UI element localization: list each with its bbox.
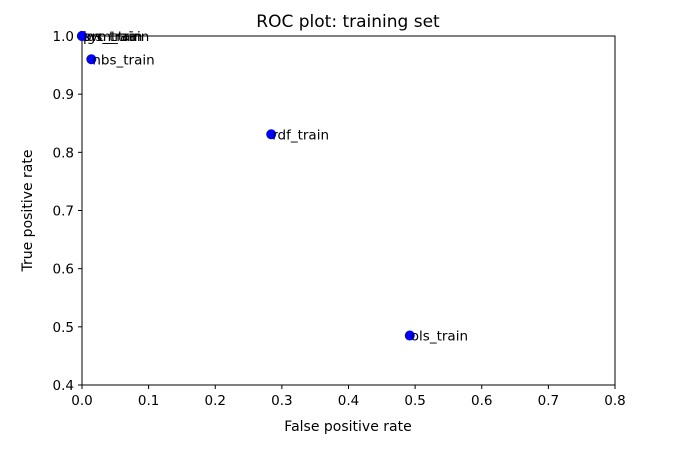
point-label-nbs_train: nbs_train bbox=[92, 52, 154, 68]
point-label-ols_train: ols_train bbox=[411, 329, 468, 345]
y-tick-label: 0.9 bbox=[53, 87, 74, 103]
data-point-ols_train bbox=[404, 330, 415, 341]
y-tick-label: 0.6 bbox=[53, 262, 74, 278]
y-axis-ticks: 0.4 0.5 0.6 0.7 0.8 0.9 1.0 bbox=[53, 29, 82, 394]
x-tick-label: 0.7 bbox=[538, 393, 559, 409]
x-axis-ticks: 0.0 0.1 0.2 0.3 0.4 0.5 0.6 0.7 0.8 bbox=[71, 385, 626, 409]
y-tick-label: 0.4 bbox=[53, 378, 74, 394]
x-tick-label: 0.8 bbox=[604, 393, 625, 409]
x-tick-label: 0.2 bbox=[205, 393, 226, 409]
plot-area bbox=[81, 35, 616, 386]
x-axis-label: False positive rate bbox=[284, 419, 411, 435]
y-tick-label: 0.7 bbox=[53, 204, 74, 220]
y-axis-label: True positive rate bbox=[20, 150, 36, 273]
point-label-rdf_train: rdf_train bbox=[272, 127, 329, 143]
x-tick-label: 0.1 bbox=[138, 393, 159, 409]
x-tick-label: 0.4 bbox=[338, 393, 359, 409]
point-label-svm_train: svm_train bbox=[83, 29, 149, 45]
point-label-prc_train: prc_train bbox=[83, 29, 142, 45]
x-tick-label: 0.5 bbox=[404, 393, 425, 409]
point-label-lgs_train: lgs_train bbox=[83, 29, 141, 45]
data-point-rdf_train bbox=[266, 129, 277, 140]
y-tick-label: 1.0 bbox=[53, 29, 74, 45]
data-point-nbs_train bbox=[86, 54, 97, 65]
data-points: ols_train rdf_train nbs_train lgs_trainsvm_… bbox=[77, 29, 468, 345]
x-tick-label: 0.6 bbox=[471, 393, 492, 409]
y-tick-label: 0.8 bbox=[53, 145, 74, 161]
chart-title: ROC plot: training set bbox=[256, 12, 440, 32]
x-tick-label: 0.3 bbox=[271, 393, 292, 409]
y-tick-label: 0.5 bbox=[53, 320, 74, 336]
x-tick-label: 0.0 bbox=[71, 393, 92, 409]
data-point-prc_train bbox=[77, 31, 87, 41]
